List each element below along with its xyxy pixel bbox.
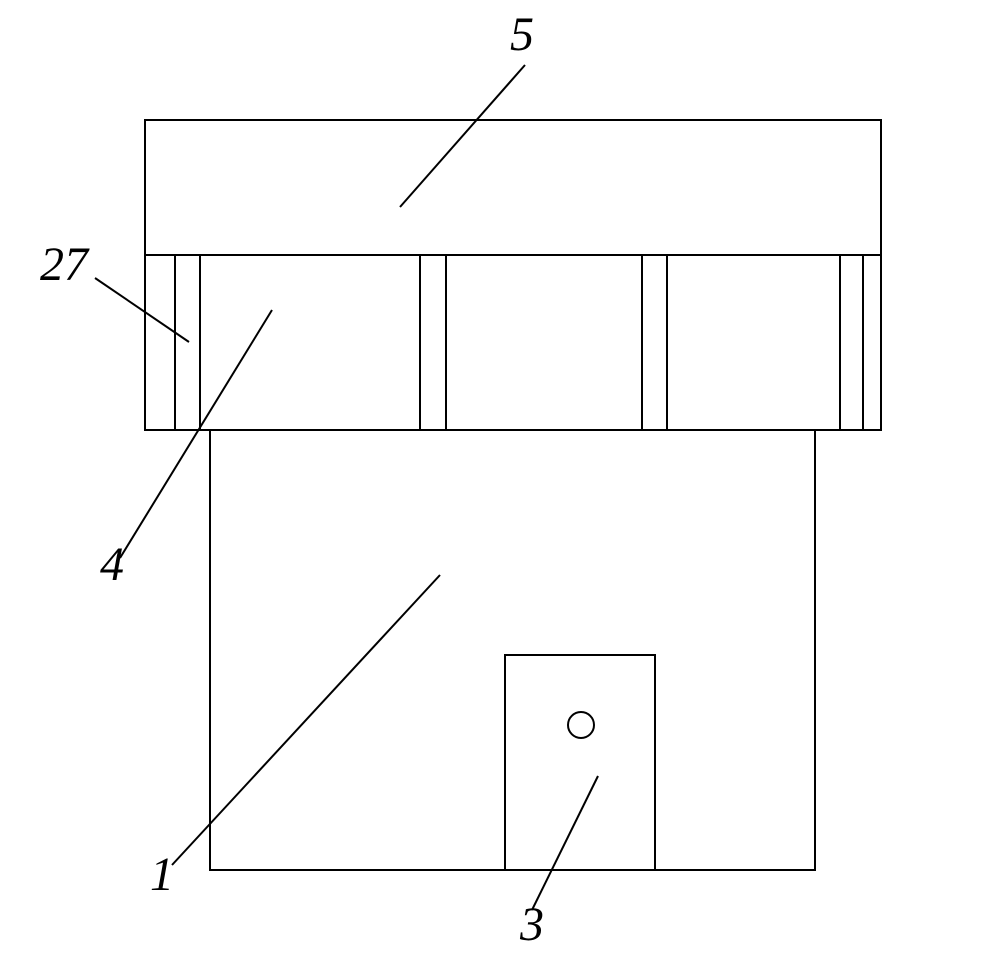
leader-label5 bbox=[400, 65, 525, 207]
leader-label1 bbox=[172, 575, 440, 865]
leader-label3 bbox=[532, 776, 598, 910]
middle-rect bbox=[145, 255, 881, 430]
label-bottom_left: 1 bbox=[150, 848, 174, 901]
leader-label4 bbox=[120, 310, 272, 558]
label-top: 5 bbox=[510, 8, 534, 61]
label-left_upper: 27 bbox=[40, 238, 90, 291]
top-rect bbox=[145, 120, 881, 255]
diagram-canvas: 5 27 4 1 3 bbox=[0, 0, 1000, 965]
door-rect bbox=[505, 655, 655, 870]
label-left_lower: 4 bbox=[100, 538, 124, 591]
label-bottom_center: 3 bbox=[519, 898, 544, 951]
door-knob bbox=[568, 712, 594, 738]
body-rect bbox=[210, 430, 815, 870]
